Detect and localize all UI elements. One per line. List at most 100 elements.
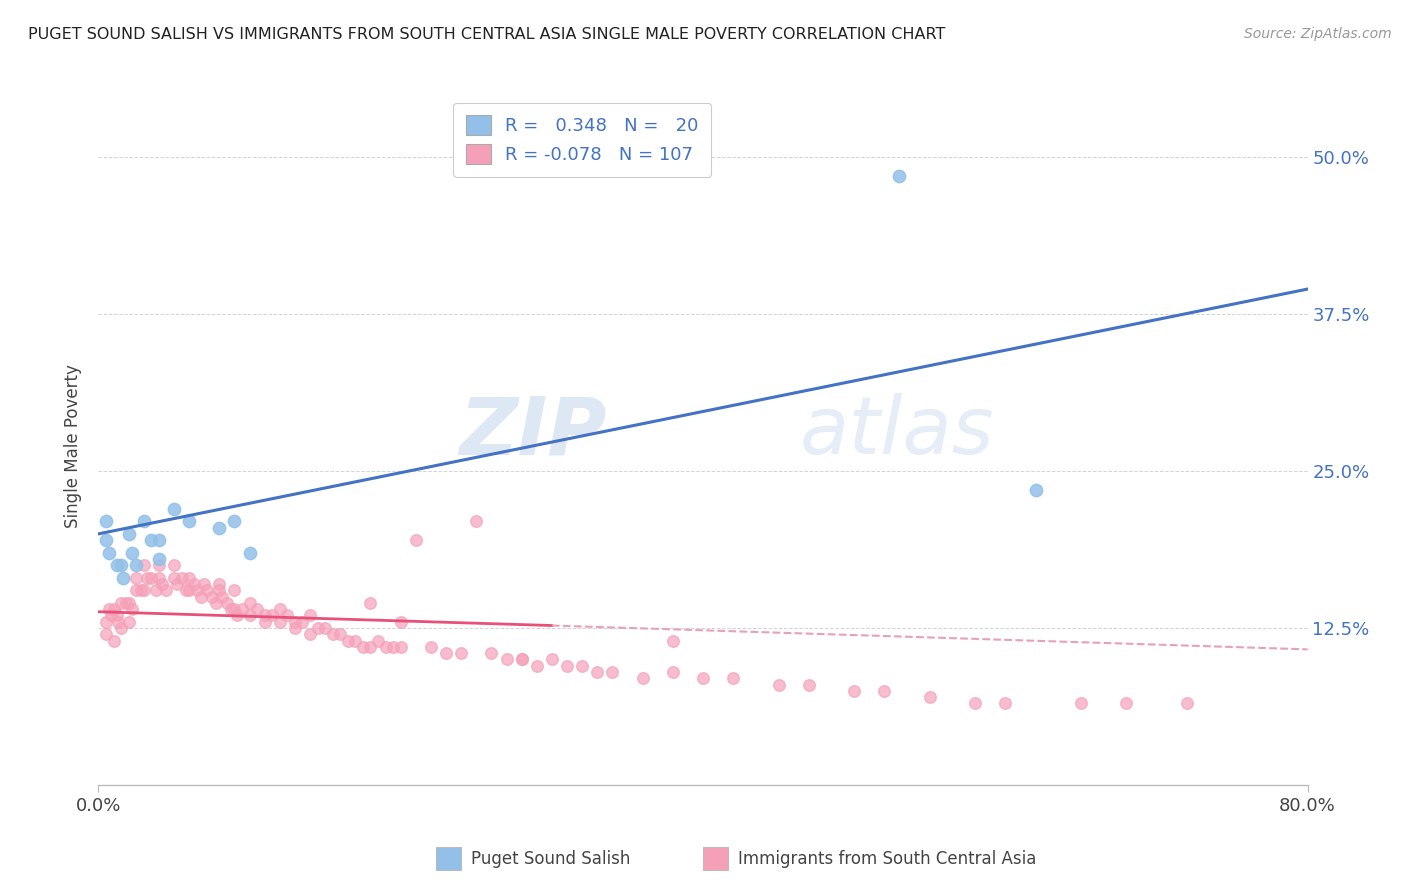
Point [661, 665, 683, 679]
Point [314, 621, 336, 635]
Point [148, 571, 170, 585]
Point [125, 571, 148, 585]
Point [94, 514, 117, 528]
Point [269, 615, 291, 629]
Point [150, 577, 173, 591]
Point [382, 640, 405, 654]
Point [374, 640, 396, 654]
Point [190, 590, 212, 604]
Point [602, 665, 624, 679]
Point [239, 596, 262, 610]
Point [125, 558, 148, 573]
Point [211, 590, 233, 604]
Point [246, 602, 269, 616]
Point [174, 583, 197, 598]
Point [231, 602, 253, 616]
Point [98, 546, 121, 560]
Point [299, 608, 322, 623]
Point [166, 577, 188, 591]
Point [215, 596, 238, 610]
Point [148, 552, 170, 566]
Point [994, 697, 1017, 711]
Point [661, 633, 683, 648]
Legend: R =   0.348   N =   20, R = -0.078   N = 107: R = 0.348 N = 20, R = -0.078 N = 107 [453, 103, 711, 177]
Point [571, 658, 593, 673]
Point [141, 533, 163, 548]
Point [405, 533, 427, 548]
Y-axis label: Single Male Poverty: Single Male Poverty [65, 364, 83, 528]
Point [723, 671, 745, 685]
Point [420, 640, 443, 654]
Point [141, 571, 163, 585]
Point [195, 583, 218, 598]
Point [360, 596, 382, 610]
Point [179, 514, 201, 528]
Point [114, 596, 136, 610]
Point [291, 615, 314, 629]
Point [121, 546, 143, 560]
Point [253, 608, 276, 623]
Point [965, 697, 987, 711]
Point [148, 533, 170, 548]
Point [510, 652, 533, 666]
Point [201, 590, 224, 604]
Point [889, 169, 911, 183]
Point [186, 583, 208, 598]
Point [224, 583, 246, 598]
Point [105, 608, 128, 623]
Point [110, 621, 132, 635]
Point [692, 671, 714, 685]
Point [135, 571, 157, 585]
Text: atlas: atlas [800, 393, 994, 472]
Point [510, 652, 533, 666]
Point [434, 646, 457, 660]
Point [495, 652, 517, 666]
Point [121, 602, 143, 616]
Point [299, 627, 322, 641]
Point [94, 533, 117, 548]
Point [155, 583, 177, 598]
Point [105, 558, 128, 573]
Point [98, 602, 121, 616]
Point [129, 583, 152, 598]
Point [111, 571, 134, 585]
Point [481, 646, 503, 660]
Point [1115, 697, 1137, 711]
Point [107, 615, 129, 629]
Point [389, 640, 412, 654]
Point [208, 577, 231, 591]
Point [110, 558, 132, 573]
Point [239, 546, 262, 560]
Point [125, 583, 148, 598]
Point [797, 677, 820, 691]
Point [183, 577, 205, 591]
Point [118, 527, 141, 541]
Point [450, 646, 472, 660]
Point [163, 558, 186, 573]
Text: Puget Sound Salish: Puget Sound Salish [471, 850, 630, 868]
Point [360, 640, 382, 654]
Point [224, 514, 246, 528]
Point [844, 683, 866, 698]
Point [586, 665, 609, 679]
Point [631, 671, 654, 685]
Point [555, 658, 578, 673]
Point [100, 608, 122, 623]
Point [329, 627, 352, 641]
Point [284, 615, 307, 629]
Point [367, 633, 389, 648]
Point [269, 602, 291, 616]
Point [163, 571, 186, 585]
Point [118, 615, 141, 629]
Point [540, 652, 562, 666]
Point [118, 596, 141, 610]
Point [132, 514, 155, 528]
Point [239, 608, 262, 623]
Point [1070, 697, 1092, 711]
Point [1024, 483, 1046, 497]
Point [226, 608, 249, 623]
Point [170, 571, 193, 585]
Point [163, 501, 186, 516]
Point [208, 520, 231, 534]
Point [224, 602, 246, 616]
